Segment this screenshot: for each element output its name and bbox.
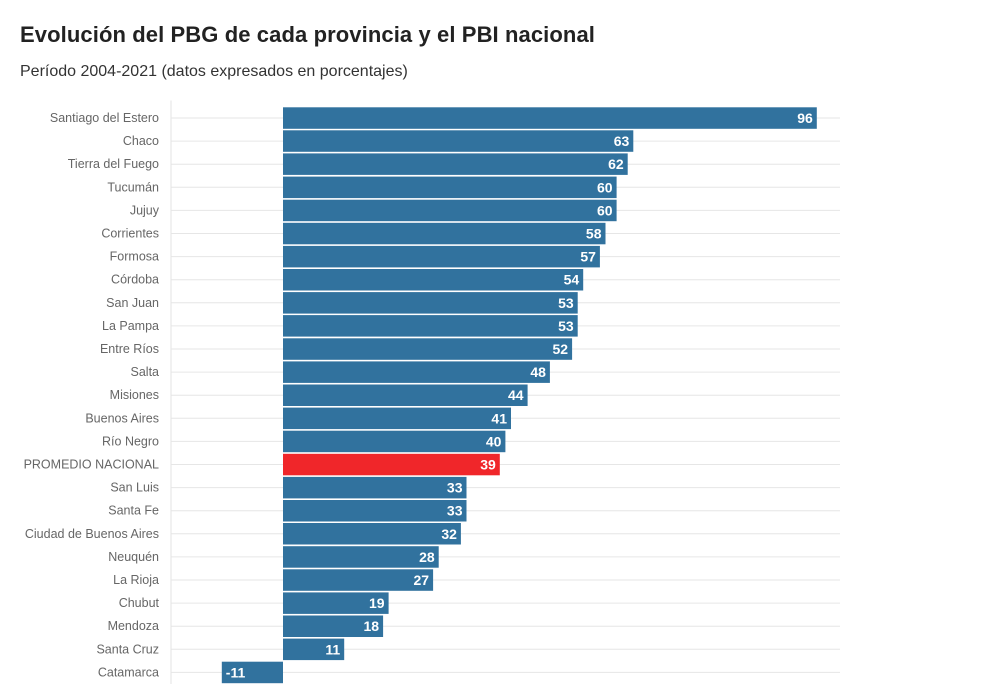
chart-title: Evolución del PBG de cada provincia y el… (20, 22, 596, 47)
category-labels: Santiago del Estero Chaco Tierra del Fuego… (24, 111, 160, 679)
category-label: Santa Fe (108, 504, 159, 518)
bar (283, 407, 511, 430)
category-label: Chubut (119, 596, 160, 610)
value-label: 62 (608, 156, 624, 172)
category-label: Formosa (110, 250, 159, 264)
bar (283, 245, 600, 268)
category-label: PROMEDIO NACIONAL (24, 458, 159, 472)
value-label: 52 (553, 341, 569, 357)
value-label: 53 (558, 295, 574, 311)
value-label: 19 (369, 595, 385, 611)
bar (221, 661, 283, 684)
bar (283, 269, 584, 291)
bar (283, 315, 578, 337)
value-label: 60 (597, 202, 613, 218)
bar (283, 569, 434, 591)
bar (283, 130, 634, 152)
bar (283, 453, 500, 476)
category-label: San Luis (110, 481, 159, 495)
value-label: 96 (797, 110, 813, 126)
value-label: 63 (614, 133, 630, 149)
category-label: Ciudad de Buenos Aires (25, 527, 159, 541)
value-label: 60 (597, 179, 613, 195)
category-label: Santiago del Estero (50, 111, 159, 125)
category-label: Salta (131, 365, 160, 379)
bar (283, 384, 528, 406)
category-label: Jujuy (130, 203, 160, 217)
category-label: Tucumán (107, 180, 159, 194)
bar (283, 338, 573, 360)
value-label: 32 (441, 526, 457, 542)
bar (283, 430, 506, 453)
value-label: -11 (226, 664, 246, 680)
category-label: Chaco (123, 134, 159, 148)
value-label: 44 (508, 387, 524, 403)
bar (283, 199, 617, 222)
value-label: 18 (364, 618, 380, 634)
value-label: 33 (447, 503, 463, 519)
category-label: San Juan (106, 296, 159, 310)
bar (283, 592, 389, 614)
chart-subtitle: Período 2004-2021 (datos expresados en p… (20, 63, 408, 80)
bar (283, 476, 467, 499)
value-label: 33 (447, 480, 463, 496)
value-label: 28 (419, 549, 435, 565)
category-label: Buenos Aires (85, 411, 159, 425)
category-label: Río Negro (102, 434, 159, 448)
bar (283, 153, 628, 175)
bars (221, 107, 817, 684)
value-label: 58 (586, 226, 602, 242)
bar (283, 523, 461, 545)
value-label: 48 (530, 364, 546, 380)
value-label: 54 (564, 272, 580, 288)
category-label: Mendoza (108, 619, 159, 633)
value-label: 53 (558, 318, 574, 334)
bar (283, 615, 384, 637)
category-label: Santa Cruz (96, 642, 159, 656)
value-label: 39 (480, 457, 496, 473)
category-label: Entre Ríos (100, 342, 159, 356)
bar (283, 500, 467, 522)
bar (283, 222, 606, 245)
value-label: 11 (325, 641, 340, 657)
bar (283, 638, 345, 661)
value-label: 40 (486, 433, 502, 449)
category-label: Córdoba (111, 273, 159, 287)
bar (283, 292, 578, 314)
category-label: La Rioja (113, 573, 159, 587)
value-label: 41 (491, 410, 507, 426)
bar (283, 176, 617, 199)
category-label: Misiones (110, 388, 159, 402)
category-label: La Pampa (102, 319, 159, 333)
category-label: Neuquén (108, 550, 159, 564)
bar (283, 546, 439, 568)
category-label: Catamarca (98, 665, 159, 679)
bar (283, 107, 817, 129)
bar (283, 361, 550, 383)
category-label: Corrientes (101, 227, 159, 241)
value-label: 27 (414, 572, 430, 588)
category-label: Tierra del Fuego (68, 157, 159, 171)
value-label: 57 (580, 249, 596, 265)
